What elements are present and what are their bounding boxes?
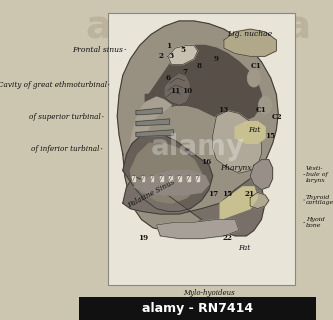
FancyBboxPatch shape (108, 13, 295, 285)
Bar (178, 176, 181, 181)
Polygon shape (145, 45, 261, 122)
Text: a: a (85, 8, 112, 46)
Polygon shape (157, 220, 239, 239)
Text: 11: 11 (170, 87, 180, 95)
Bar (187, 176, 190, 181)
Bar (169, 176, 171, 181)
Text: alamy: alamy (151, 133, 245, 161)
Bar (151, 176, 154, 181)
Text: a: a (284, 8, 310, 46)
Text: C2: C2 (272, 113, 283, 121)
Text: Vesti-
bule of
larynx: Vesti- bule of larynx (306, 166, 328, 183)
Text: 19: 19 (138, 234, 149, 243)
Text: 10: 10 (182, 87, 192, 95)
Bar (80, 297, 316, 320)
Text: C1: C1 (255, 106, 266, 115)
Polygon shape (123, 176, 265, 236)
Text: of inferior turbinal: of inferior turbinal (31, 145, 100, 153)
Polygon shape (136, 108, 162, 115)
Polygon shape (250, 192, 269, 209)
Text: 3: 3 (168, 52, 173, 60)
Text: Cavity of great ethmoturbinal: Cavity of great ethmoturbinal (0, 81, 107, 89)
Text: Fat: Fat (248, 126, 261, 134)
Polygon shape (224, 29, 276, 56)
Bar (133, 176, 135, 181)
Polygon shape (235, 122, 265, 143)
Bar (142, 176, 144, 181)
Circle shape (258, 96, 272, 114)
Text: 6: 6 (166, 75, 171, 83)
Text: 13: 13 (218, 106, 228, 115)
Circle shape (247, 69, 260, 87)
Text: 2: 2 (159, 52, 164, 60)
Text: Thyroid
cartilage: Thyroid cartilage (306, 195, 333, 205)
Text: Pharynx: Pharynx (220, 164, 251, 172)
Polygon shape (213, 111, 261, 173)
Text: Mylo-hyoideus
muscle: Mylo-hyoideus muscle (183, 289, 234, 306)
Text: 22: 22 (222, 234, 232, 243)
Text: Palatine Sinus: Palatine Sinus (127, 178, 177, 209)
Text: 16: 16 (201, 158, 211, 166)
Polygon shape (168, 45, 198, 65)
Polygon shape (123, 132, 213, 212)
Polygon shape (220, 187, 258, 220)
Polygon shape (134, 171, 209, 195)
Text: 15: 15 (222, 189, 232, 198)
Polygon shape (130, 97, 171, 157)
Text: 15: 15 (265, 132, 275, 140)
Text: Frontal sinus: Frontal sinus (72, 46, 123, 54)
Bar (196, 176, 199, 181)
Text: of superior turbinal: of superior turbinal (29, 113, 101, 121)
Text: Hyoid
bone: Hyoid bone (306, 217, 324, 228)
Text: 5: 5 (180, 46, 185, 54)
Text: 17: 17 (208, 189, 218, 198)
Text: Fat: Fat (238, 244, 250, 252)
Polygon shape (164, 73, 190, 105)
Polygon shape (250, 160, 273, 189)
Text: Lig. nuchae: Lig. nuchae (227, 30, 273, 38)
Text: alamy - RN7414: alamy - RN7414 (142, 302, 253, 315)
Polygon shape (130, 143, 201, 203)
Bar (160, 176, 163, 181)
Text: 7: 7 (182, 68, 187, 76)
Text: 9: 9 (213, 55, 218, 63)
Polygon shape (136, 119, 169, 126)
Text: 8: 8 (196, 61, 201, 70)
Text: C1: C1 (250, 61, 261, 70)
Polygon shape (136, 130, 173, 137)
Polygon shape (117, 21, 278, 230)
Text: 21: 21 (245, 189, 255, 198)
Text: 1: 1 (166, 43, 171, 51)
